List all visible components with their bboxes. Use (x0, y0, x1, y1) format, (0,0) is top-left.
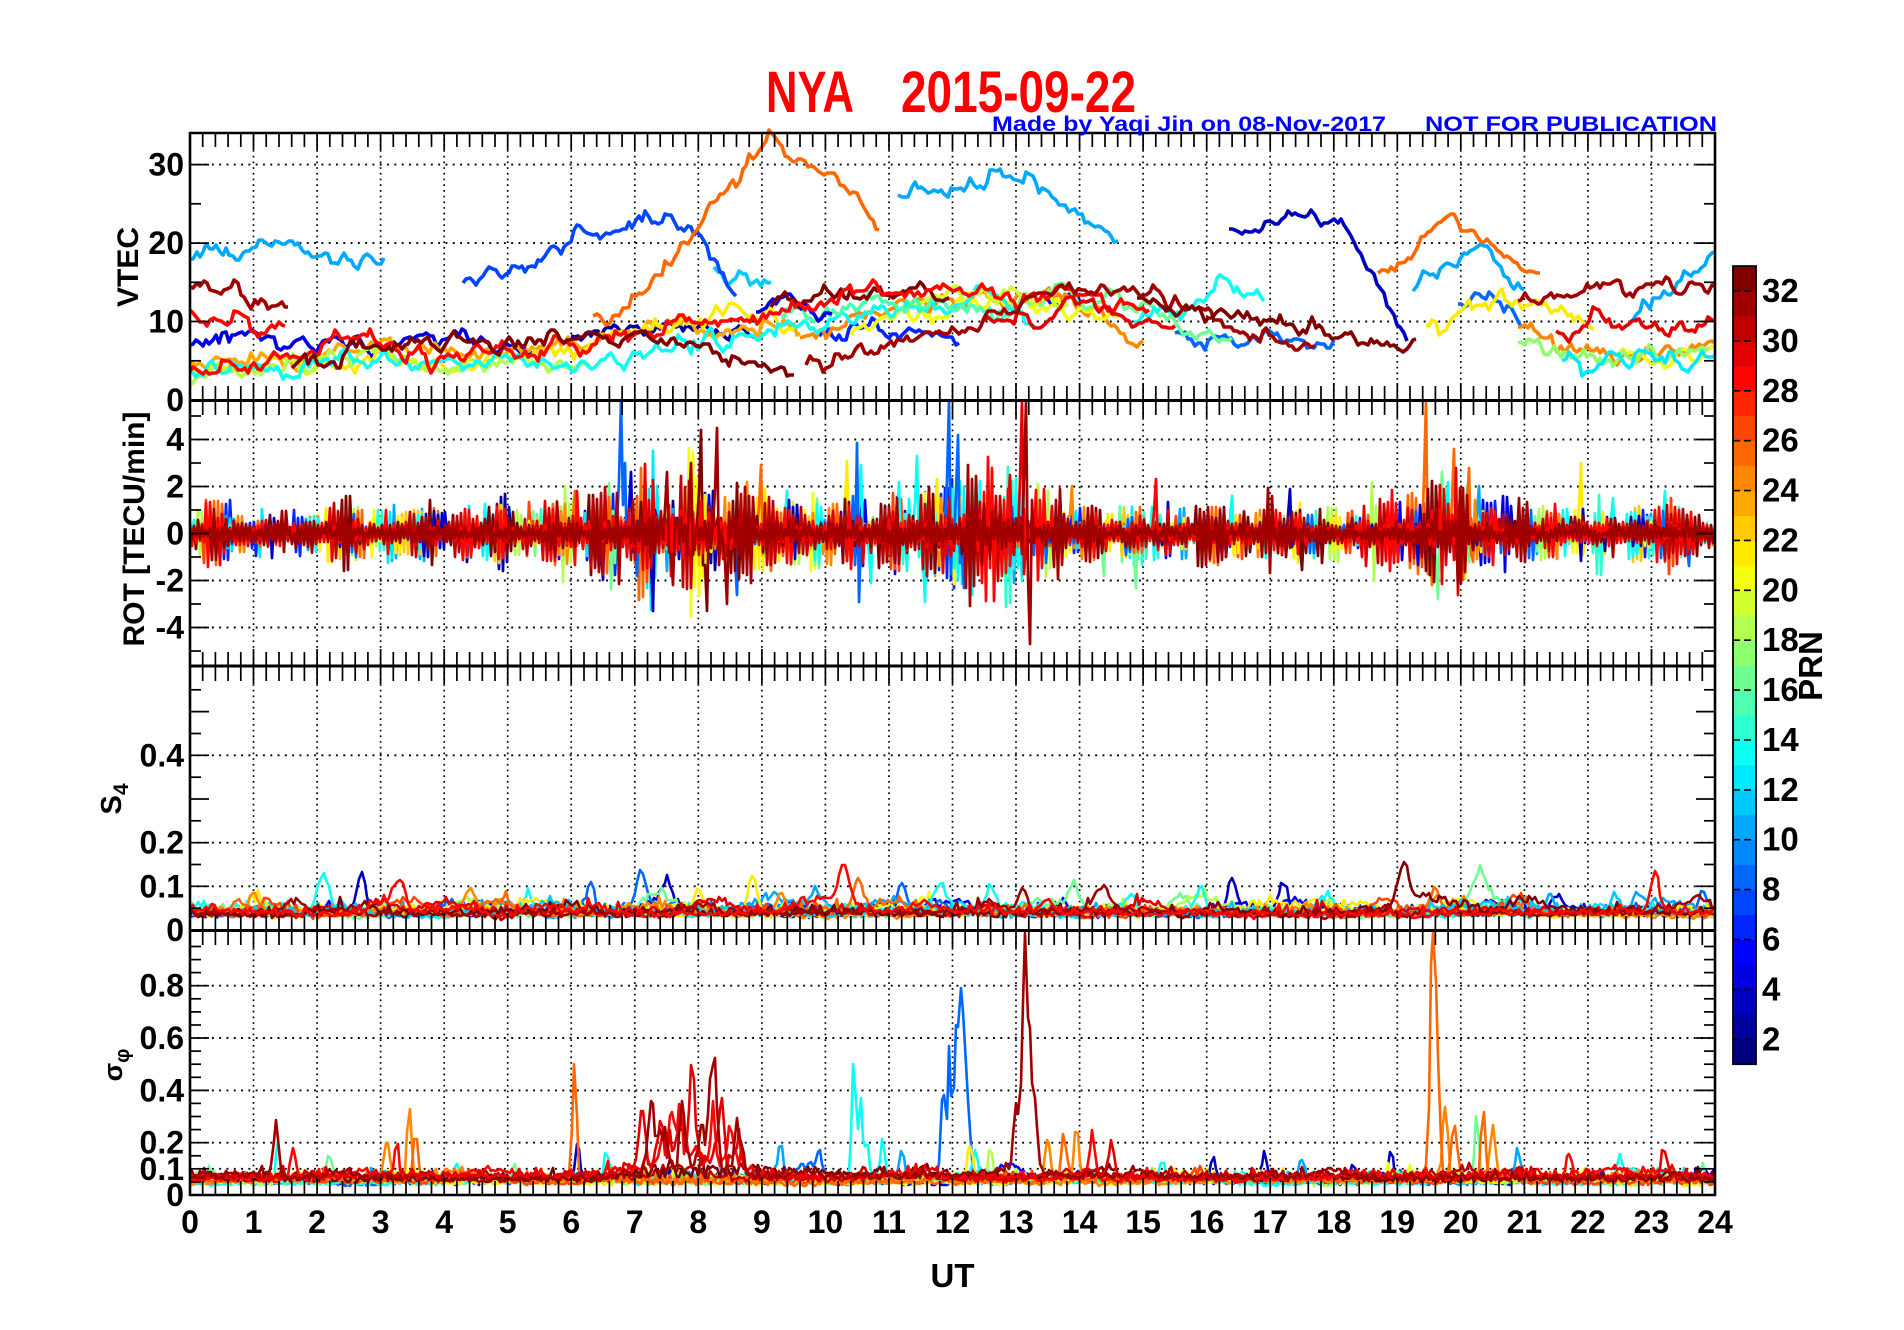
svg-text:0: 0 (166, 382, 184, 418)
svg-text:22: 22 (1570, 1204, 1606, 1240)
svg-text:9: 9 (753, 1204, 771, 1240)
svg-text:4: 4 (166, 422, 184, 458)
svg-text:24: 24 (1697, 1204, 1733, 1240)
svg-text:0.2: 0.2 (140, 825, 184, 861)
svg-text:19: 19 (1379, 1204, 1415, 1240)
svg-text:1: 1 (245, 1204, 263, 1240)
svg-text:4: 4 (435, 1204, 453, 1240)
svg-text:VTEC: VTEC (112, 227, 145, 307)
svg-text:2015-09-22: 2015-09-22 (901, 60, 1136, 125)
svg-text:0.2: 0.2 (140, 1125, 184, 1161)
svg-text:24: 24 (1762, 472, 1799, 509)
svg-text:0.4: 0.4 (140, 737, 185, 773)
svg-text:NOT FOR PUBLICATION: NOT FOR PUBLICATION (1425, 113, 1717, 136)
svg-text:14: 14 (1762, 721, 1799, 758)
svg-text:0.1: 0.1 (140, 868, 184, 904)
svg-text:6: 6 (1762, 921, 1780, 958)
svg-text:10: 10 (148, 304, 184, 340)
svg-text:20: 20 (1762, 571, 1799, 608)
svg-text:18: 18 (1316, 1204, 1352, 1240)
svg-text:28: 28 (1762, 372, 1799, 409)
svg-text:26: 26 (1762, 422, 1799, 459)
svg-text:18: 18 (1762, 621, 1799, 658)
svg-text:20: 20 (148, 225, 184, 261)
svg-text:12: 12 (1762, 771, 1799, 808)
svg-text:14: 14 (1062, 1204, 1098, 1240)
svg-text:-2: -2 (156, 563, 184, 599)
svg-text:8: 8 (1762, 871, 1780, 908)
svg-text:0.8: 0.8 (140, 968, 184, 1004)
svg-text:PRN: PRN (1792, 631, 1829, 701)
svg-text:Made by Yaqi Jin on 08-Nov-201: Made by Yaqi Jin on 08-Nov-2017 (992, 113, 1386, 136)
svg-text:21: 21 (1507, 1204, 1543, 1240)
svg-text:5: 5 (499, 1204, 517, 1240)
svg-text:23: 23 (1634, 1204, 1670, 1240)
svg-text:10: 10 (1762, 821, 1799, 858)
svg-text:2: 2 (166, 469, 184, 505)
svg-text:3: 3 (372, 1204, 390, 1240)
svg-text:0: 0 (181, 1204, 199, 1240)
svg-text:6: 6 (562, 1204, 580, 1240)
svg-text:0: 0 (166, 516, 184, 552)
svg-text:2: 2 (1762, 1020, 1780, 1057)
svg-text:17: 17 (1252, 1204, 1288, 1240)
svg-text:0: 0 (166, 1177, 184, 1213)
svg-text:8: 8 (689, 1204, 707, 1240)
svg-text:20: 20 (1443, 1204, 1479, 1240)
svg-text:0: 0 (166, 912, 184, 948)
svg-text:NYA: NYA (766, 60, 854, 125)
svg-text:15: 15 (1125, 1204, 1161, 1240)
svg-text:2: 2 (308, 1204, 326, 1240)
svg-text:UT: UT (931, 1257, 975, 1294)
svg-text:10: 10 (808, 1204, 844, 1240)
svg-text:16: 16 (1189, 1204, 1225, 1240)
svg-text:-4: -4 (156, 610, 185, 646)
svg-text:13: 13 (998, 1204, 1034, 1240)
svg-text:7: 7 (626, 1204, 644, 1240)
svg-text:30: 30 (148, 147, 184, 183)
svg-text:32: 32 (1762, 272, 1799, 309)
svg-text:22: 22 (1762, 521, 1799, 558)
svg-text:0.6: 0.6 (140, 1020, 184, 1056)
svg-text:30: 30 (1762, 322, 1799, 359)
svg-text:11: 11 (872, 1204, 906, 1240)
svg-text:0.4: 0.4 (140, 1072, 185, 1108)
svg-text:0.1: 0.1 (140, 1151, 184, 1187)
svg-text:ROT [TECU/min]: ROT [TECU/min] (118, 412, 151, 647)
svg-text:12: 12 (935, 1204, 971, 1240)
svg-text:4: 4 (1762, 970, 1781, 1007)
svg-text:16: 16 (1762, 671, 1799, 708)
